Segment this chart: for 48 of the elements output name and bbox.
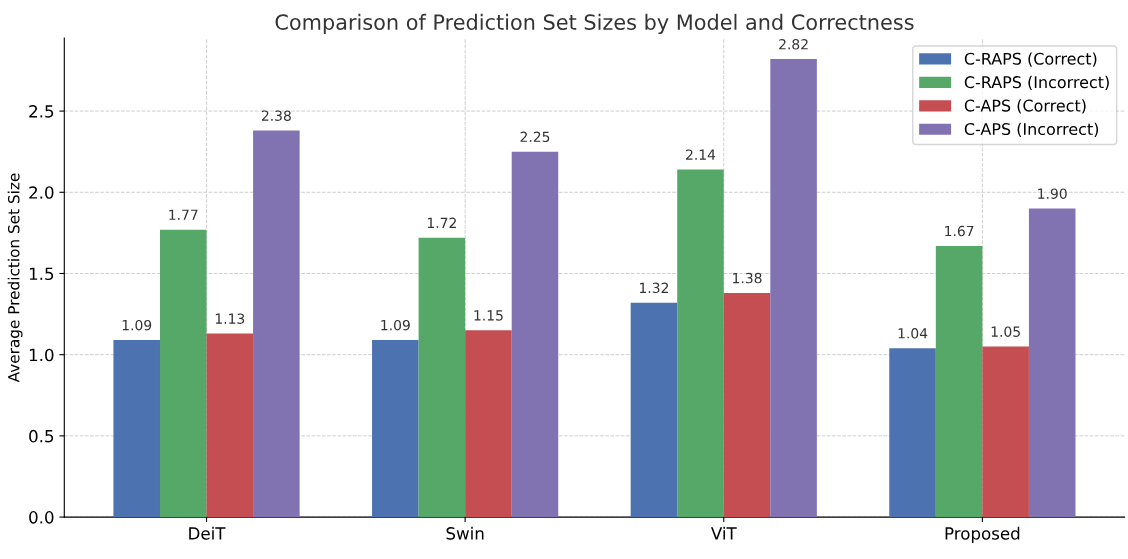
bar [113, 340, 160, 518]
bar [935, 245, 983, 518]
data-label: 2.14 [686, 149, 716, 160]
x-tick-label: DeiT [189, 526, 226, 540]
y-tick-label: 0.0 [29, 511, 54, 524]
bar [511, 151, 559, 518]
bar [677, 169, 724, 518]
bar [1028, 208, 1076, 518]
y-tick-label: 2.0 [29, 186, 54, 199]
y-tick-label: 1.5 [29, 267, 54, 281]
data-label: 1.04 [898, 328, 928, 339]
data-label: 2.25 [520, 131, 550, 143]
data-label: 2.38 [261, 110, 291, 121]
data-label: 1.09 [122, 319, 152, 331]
data-label: 1.38 [733, 272, 762, 284]
bar [159, 229, 207, 518]
legend-label: C-RAPS (Incorrect) [964, 75, 1109, 91]
data-label: 1.72 [427, 217, 456, 228]
x-tick-label: Proposed [945, 526, 1020, 543]
bar [206, 333, 254, 518]
bar [770, 59, 817, 518]
x-tick-label: ViT [710, 526, 737, 540]
bar [418, 237, 466, 518]
data-label: 1.13 [215, 313, 245, 324]
data-label: 1.09 [381, 319, 410, 331]
y-axis-title: Average Prediction Set Size [7, 173, 23, 383]
x-tick-label: Swin [446, 526, 484, 540]
data-label: 1.77 [169, 209, 198, 220]
data-label: 1.90 [1038, 188, 1067, 199]
bar [630, 302, 678, 518]
y-tick-label: 2.5 [29, 105, 54, 118]
legend-label: C-RAPS (Correct) [964, 52, 1097, 67]
bar [889, 348, 936, 518]
data-label: 1.67 [945, 225, 974, 237]
y-tick-label: 0.5 [29, 429, 54, 443]
data-label: 2.82 [779, 38, 808, 50]
bar [465, 330, 512, 518]
chart-title: Comparison of Prediction Set Sizes by Model and Correctness [275, 13, 914, 35]
bar [982, 346, 1029, 518]
data-label: 1.32 [640, 282, 669, 294]
bar [723, 292, 771, 518]
bar [372, 340, 419, 518]
data-label: 1.05 [991, 326, 1020, 337]
bar [253, 130, 300, 518]
legend-label: C-APS (Incorrect) [964, 122, 1099, 137]
legend-label: C-APS (Correct) [964, 99, 1086, 114]
data-label: 1.15 [474, 310, 503, 321]
y-tick-label: 1.0 [29, 348, 54, 362]
